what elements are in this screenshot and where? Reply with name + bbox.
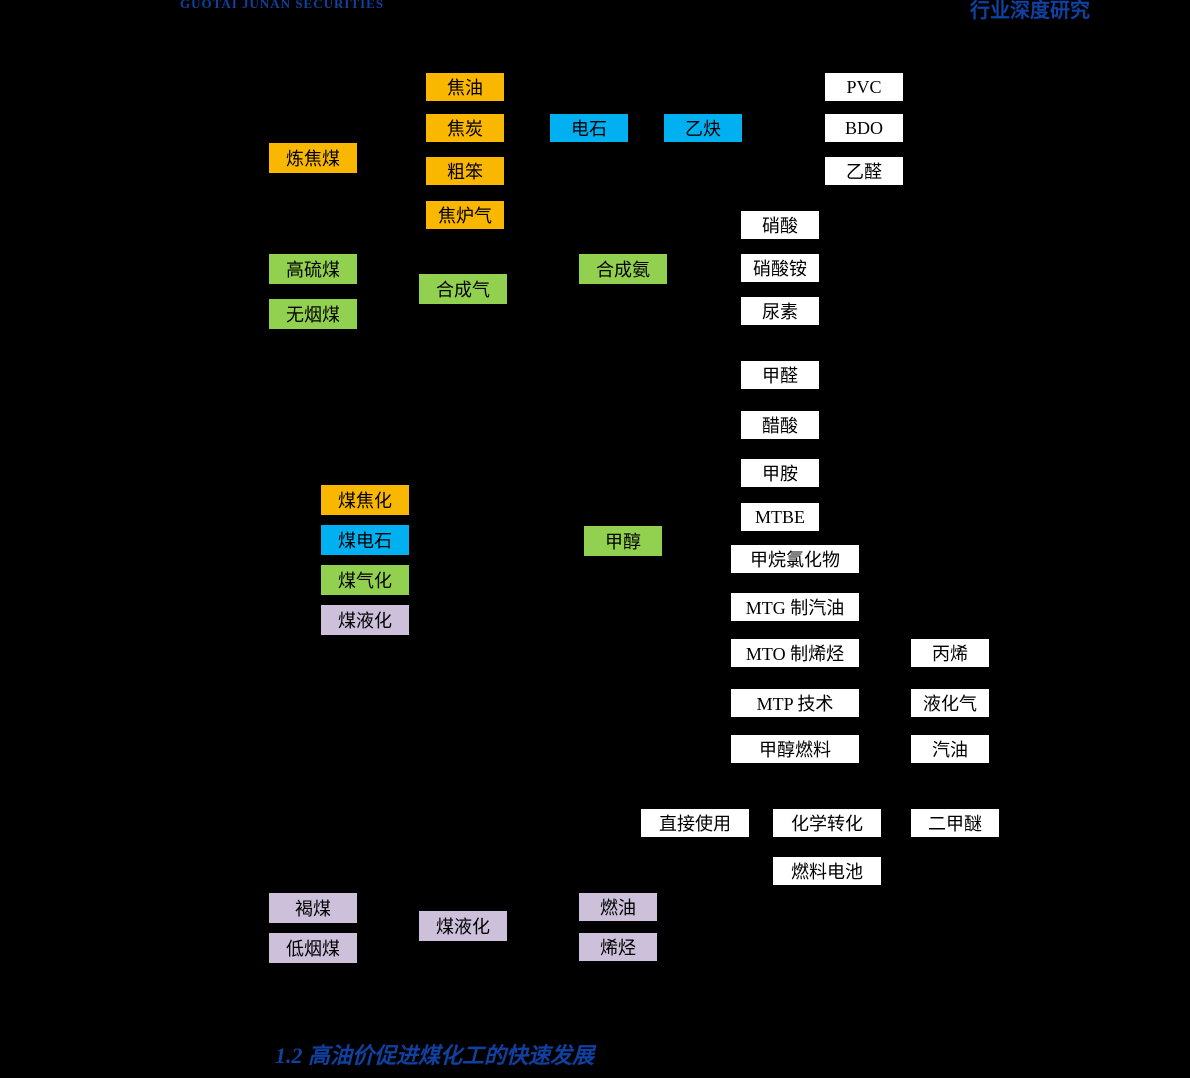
edge-diyan-myh2 xyxy=(358,926,418,948)
edge-yique-pvc xyxy=(743,87,824,128)
node-jialuqi: 焦炉气 xyxy=(425,200,505,230)
node-mds: 煤电石 xyxy=(320,524,410,556)
edge-jiachun-mtp xyxy=(663,541,730,703)
node-bingxi: 丙烯 xyxy=(910,638,990,668)
node-pvc: PVC xyxy=(824,72,904,102)
node-mqh: 煤气化 xyxy=(320,564,410,596)
edge-hemei-myh2 xyxy=(358,908,418,926)
edge-jiachun-mto xyxy=(663,541,730,653)
node-mtg: MTG 制汽油 xyxy=(730,592,860,622)
node-hxzh: 化学转化 xyxy=(772,808,882,838)
node-mtp: MTP 技术 xyxy=(730,688,860,718)
node-yehuaqi: 液化气 xyxy=(910,688,990,718)
node-hemei: 褐煤 xyxy=(268,892,358,924)
edge-wuyan-hechengqi xyxy=(358,289,418,314)
node-niaosu: 尿素 xyxy=(740,296,820,326)
edge-yique-yiquan xyxy=(743,128,824,171)
edge-jiachun-mtg xyxy=(663,541,730,607)
node-mjh: 煤焦化 xyxy=(320,484,410,516)
edge-jiachun-jiaan xyxy=(663,473,740,541)
node-xiaosuan: 硝酸 xyxy=(740,210,820,240)
edge-jiachun-cusuan xyxy=(663,425,740,541)
node-jiaotan: 焦炭 xyxy=(425,113,505,143)
node-hechengqi: 合成气 xyxy=(418,273,508,305)
edge-lianjiao-jialuqi xyxy=(358,158,425,215)
header-left: GUOTAI JUNAN SECURITIES xyxy=(180,0,384,12)
node-hechengan: 合成氨 xyxy=(578,253,668,285)
edge-jcrl-hxzh xyxy=(795,764,827,808)
node-qiyou: 汽油 xyxy=(910,734,990,764)
header-right: 行业深度研究 xyxy=(970,0,1090,23)
node-dianshi: 电石 xyxy=(549,113,629,143)
edge-hechengan-niaosu xyxy=(668,269,740,311)
node-mto: MTO 制烯烃 xyxy=(730,638,860,668)
node-ranyou: 燃油 xyxy=(578,892,658,922)
node-mtbe: MTBE xyxy=(740,502,820,532)
node-jcrl: 甲醇燃料 xyxy=(730,734,860,764)
node-yiquan: 乙醛 xyxy=(824,156,904,186)
node-erjiami: 二甲醚 xyxy=(910,808,1000,838)
node-wuyan: 无烟煤 xyxy=(268,298,358,330)
edge-myh2-ranyou xyxy=(508,907,578,926)
node-rldc: 燃料电池 xyxy=(772,856,882,886)
edge-jiachun-mtbe xyxy=(663,517,740,541)
diagram-canvas: GUOTAI JUNAN SECURITIES 行业深度研究 1.2 高油价促进… xyxy=(0,0,1190,1078)
node-bdo: BDO xyxy=(824,113,904,143)
footer-heading: 1.2 高油价促进煤化工的快速发展 xyxy=(275,1038,594,1070)
node-yique: 乙炔 xyxy=(663,113,743,143)
edge-jiachun-jialv xyxy=(663,541,730,559)
edge-lianjiao-cuben xyxy=(358,158,425,171)
edge-hechengan-xiaosuanamm xyxy=(668,268,740,269)
edge-gaoliu-hechengqi xyxy=(358,269,418,289)
node-cusuan: 醋酸 xyxy=(740,410,820,440)
node-xiaosuanamm: 硝酸铵 xyxy=(740,253,820,283)
node-jialv: 甲烷氯化物 xyxy=(730,544,860,574)
node-zjsy: 直接使用 xyxy=(640,808,750,838)
node-myh1: 煤液化 xyxy=(320,604,410,636)
edge-hechengan-xiaosuan xyxy=(668,225,740,269)
node-diyan: 低烟煤 xyxy=(268,932,358,964)
node-jiaquan: 甲醛 xyxy=(740,360,820,390)
node-cuben: 粗笨 xyxy=(425,156,505,186)
node-myh2: 煤液化 xyxy=(418,910,508,942)
node-jiaan: 甲胺 xyxy=(740,458,820,488)
node-jiachun: 甲醇 xyxy=(583,525,663,557)
edge-lianjiao-jiaoyou xyxy=(358,87,425,158)
node-gaoliu: 高硫煤 xyxy=(268,253,358,285)
node-lianjiao: 炼焦煤 xyxy=(268,142,358,174)
edge-hechengqi-jiachun xyxy=(463,305,623,525)
edge-lianjiao-jiaotan xyxy=(358,128,425,158)
node-jiaoyou: 焦油 xyxy=(425,72,505,102)
node-xiting: 烯烃 xyxy=(578,932,658,962)
edge-hechengqi-hechengan xyxy=(508,269,578,289)
edge-myh2-xiting xyxy=(508,926,578,947)
